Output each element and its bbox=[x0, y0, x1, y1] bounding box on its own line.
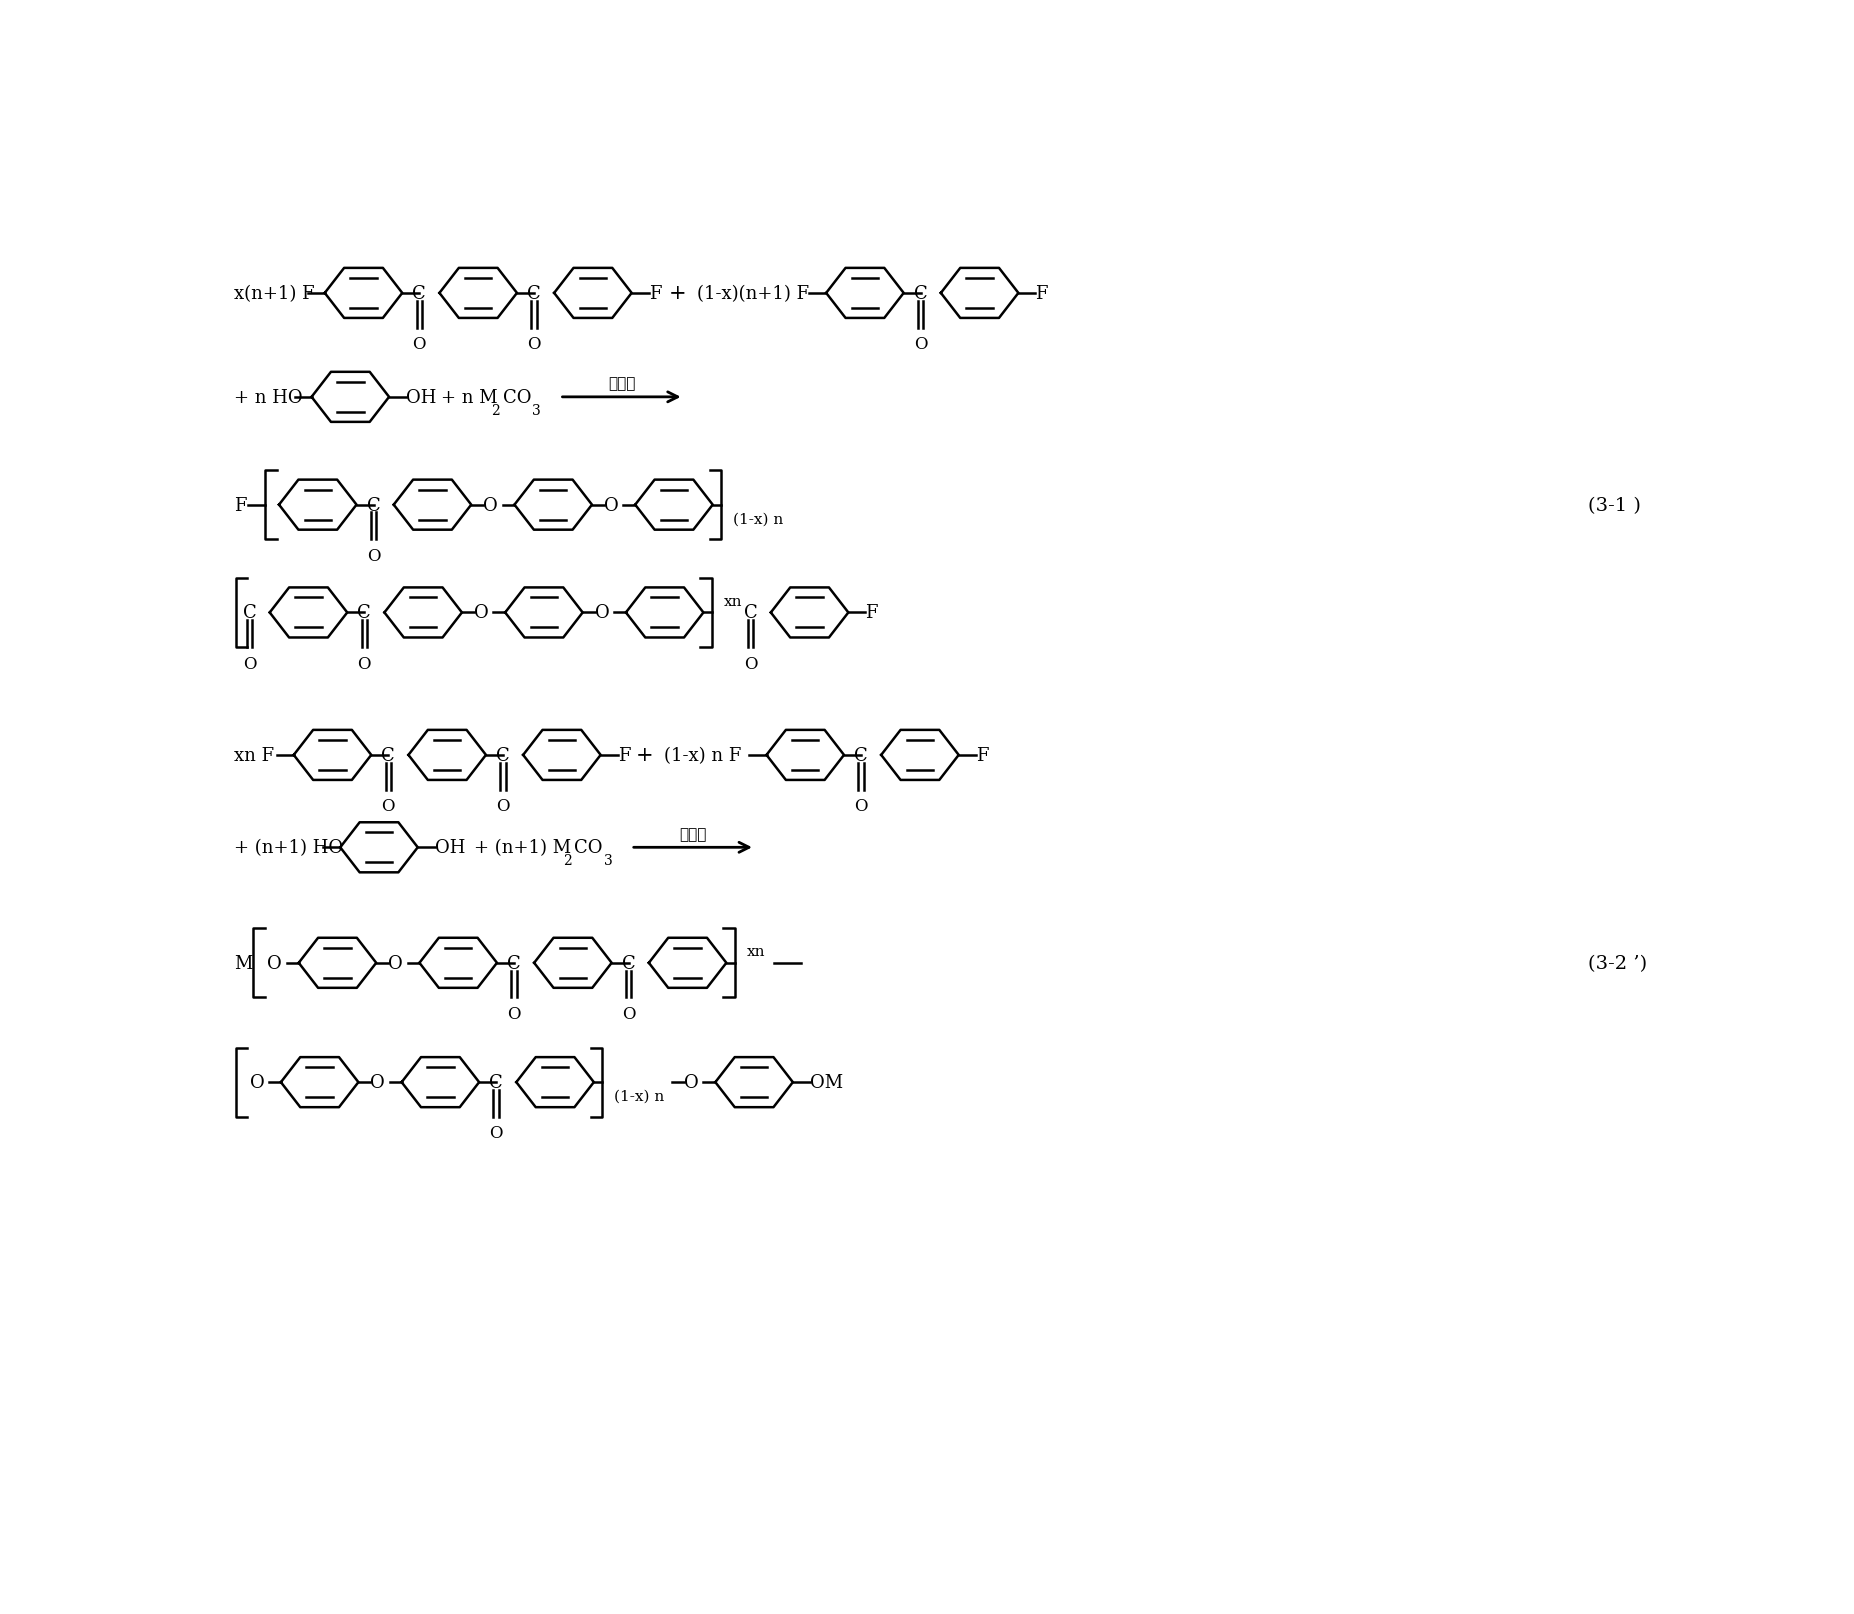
Text: O: O bbox=[497, 797, 510, 815]
Text: C: C bbox=[855, 746, 868, 765]
Text: F: F bbox=[649, 284, 662, 303]
Text: xn: xn bbox=[723, 594, 742, 608]
Text: O: O bbox=[267, 954, 282, 972]
Text: O: O bbox=[358, 655, 371, 673]
Text: O: O bbox=[250, 1073, 265, 1091]
Text: O: O bbox=[243, 655, 256, 673]
Text: CO: CO bbox=[502, 389, 532, 407]
Text: (1-x) n F: (1-x) n F bbox=[664, 746, 742, 765]
Text: C: C bbox=[412, 284, 426, 303]
Text: C: C bbox=[914, 284, 927, 303]
Text: O: O bbox=[743, 655, 758, 673]
Text: O: O bbox=[914, 336, 927, 353]
Text: (1-x)(n+1) F: (1-x)(n+1) F bbox=[697, 284, 808, 303]
Text: F: F bbox=[617, 746, 630, 765]
Text: xn F: xn F bbox=[234, 746, 274, 765]
Text: O: O bbox=[484, 497, 499, 515]
Text: O: O bbox=[382, 797, 395, 815]
Text: C: C bbox=[508, 954, 521, 972]
Text: C: C bbox=[527, 284, 541, 303]
Text: O: O bbox=[621, 1006, 636, 1023]
Text: (3-1 ): (3-1 ) bbox=[1589, 497, 1641, 515]
Text: OH: OH bbox=[406, 389, 436, 407]
Text: C: C bbox=[367, 497, 380, 515]
Text: (3-2 ’): (3-2 ’) bbox=[1589, 954, 1646, 972]
Text: + (n+1) HO: + (n+1) HO bbox=[234, 839, 343, 857]
Text: F: F bbox=[234, 497, 247, 515]
Text: +: + bbox=[636, 746, 654, 765]
Text: CO: CO bbox=[575, 839, 603, 857]
Text: 环丁睢: 环丁睢 bbox=[679, 826, 706, 841]
Text: +: + bbox=[669, 284, 686, 303]
Text: C: C bbox=[497, 746, 510, 765]
Text: O: O bbox=[475, 604, 489, 621]
Text: O: O bbox=[527, 336, 541, 353]
Text: O: O bbox=[367, 547, 380, 565]
Text: 3: 3 bbox=[604, 854, 612, 868]
Text: 2: 2 bbox=[491, 404, 501, 418]
Text: OH: OH bbox=[436, 839, 465, 857]
Text: O: O bbox=[371, 1073, 386, 1091]
Text: O: O bbox=[489, 1125, 502, 1141]
Text: 2: 2 bbox=[562, 854, 571, 868]
Text: F: F bbox=[866, 604, 879, 621]
Text: O: O bbox=[604, 497, 619, 515]
Text: O: O bbox=[508, 1006, 521, 1023]
Text: OM: OM bbox=[810, 1073, 844, 1091]
Text: O: O bbox=[595, 604, 610, 621]
Text: O: O bbox=[413, 336, 426, 353]
Text: F: F bbox=[1035, 284, 1048, 303]
Text: C: C bbox=[743, 604, 758, 621]
Text: 环丁睢: 环丁睢 bbox=[608, 376, 636, 391]
Text: C: C bbox=[489, 1073, 502, 1091]
Text: + n M: + n M bbox=[441, 389, 497, 407]
Text: C: C bbox=[358, 604, 371, 621]
Text: C: C bbox=[382, 746, 395, 765]
Text: xn: xn bbox=[747, 944, 766, 959]
Text: 3: 3 bbox=[532, 404, 541, 418]
Text: F: F bbox=[975, 746, 988, 765]
Text: M: M bbox=[234, 954, 252, 972]
Text: C: C bbox=[621, 954, 636, 972]
Text: O: O bbox=[855, 797, 868, 815]
Text: O: O bbox=[387, 954, 402, 972]
Text: (1-x) n: (1-x) n bbox=[614, 1089, 664, 1104]
Text: C: C bbox=[243, 604, 256, 621]
Text: + n HO: + n HO bbox=[234, 389, 302, 407]
Text: x(n+1) F: x(n+1) F bbox=[234, 284, 315, 303]
Text: (1-x) n: (1-x) n bbox=[732, 512, 782, 526]
Text: O: O bbox=[684, 1073, 699, 1091]
Text: + (n+1) M: + (n+1) M bbox=[473, 839, 571, 857]
